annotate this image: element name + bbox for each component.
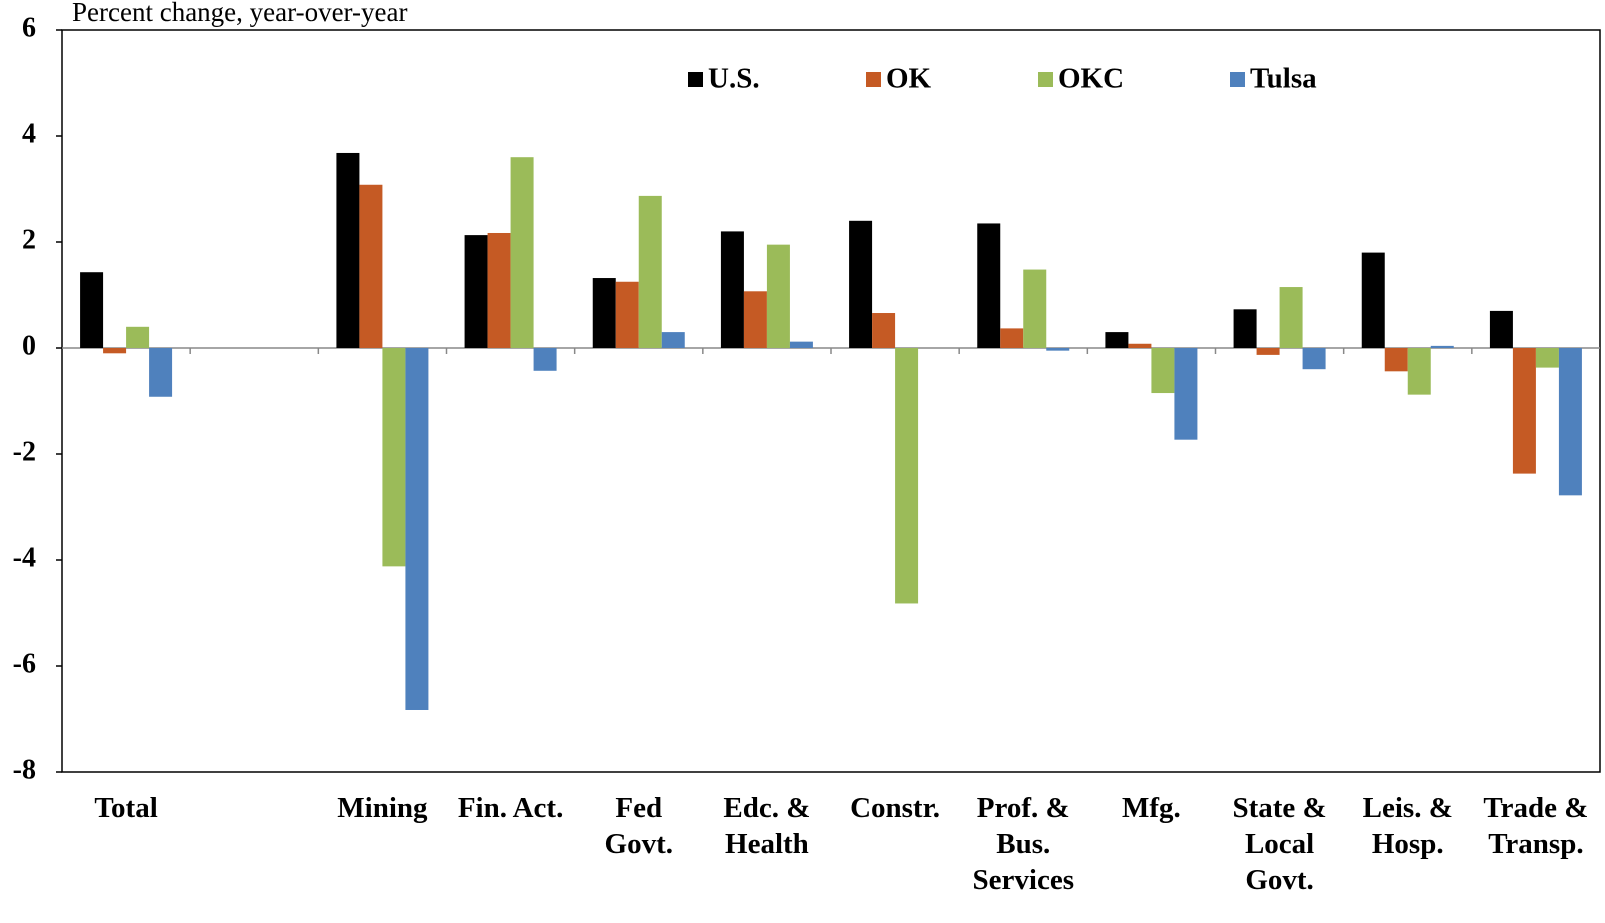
bar xyxy=(1256,348,1280,355)
y-tick-label: -2 xyxy=(13,436,36,467)
bar xyxy=(849,220,873,348)
legend-label: OK xyxy=(886,63,932,95)
bar xyxy=(1279,287,1303,348)
x-tick-label: Total xyxy=(94,792,158,824)
legend-label: Tulsa xyxy=(1250,63,1317,95)
bar xyxy=(1151,348,1175,394)
bar xyxy=(872,313,896,348)
bar xyxy=(1000,328,1024,348)
y-tick-label: 2 xyxy=(22,224,36,255)
bar xyxy=(977,223,1001,348)
y-tick-label: -6 xyxy=(13,648,36,679)
bar xyxy=(80,272,104,348)
y-tick-label: -8 xyxy=(13,754,36,785)
bar xyxy=(661,332,685,348)
plot-frame xyxy=(61,29,1601,773)
bar xyxy=(615,281,639,348)
bar xyxy=(766,244,790,348)
x-tick-label: State & Local Govt. xyxy=(1232,792,1327,896)
bar xyxy=(533,348,557,371)
bar xyxy=(359,184,383,348)
bar xyxy=(720,231,744,348)
y-tick-label: 4 xyxy=(22,118,36,149)
x-tick-label: Fin. Act. xyxy=(457,792,564,824)
bar xyxy=(1535,348,1559,368)
bar xyxy=(510,157,534,348)
legend-swatch xyxy=(688,72,703,87)
legend-swatch xyxy=(1230,72,1245,87)
bar xyxy=(405,348,429,710)
legend-label: U.S. xyxy=(708,63,760,95)
bar xyxy=(487,232,511,348)
bar xyxy=(743,291,767,348)
bar xyxy=(149,348,173,397)
y-axis-label: Percent change, year-over-year xyxy=(72,0,407,27)
y-tick-label: -4 xyxy=(13,542,36,573)
legend-swatch xyxy=(866,72,881,87)
bar xyxy=(592,278,616,348)
bar xyxy=(126,326,150,348)
bar xyxy=(464,235,488,348)
bar xyxy=(1489,310,1513,348)
bar xyxy=(1023,269,1047,348)
y-tick-label: 0 xyxy=(22,330,36,361)
legend-swatch xyxy=(1038,72,1053,87)
bar xyxy=(1384,348,1408,372)
bar xyxy=(638,195,662,348)
bar xyxy=(382,348,406,567)
bar xyxy=(789,341,813,348)
x-tick-label: Leis. & Hosp. xyxy=(1362,792,1453,860)
bar xyxy=(1128,343,1152,348)
x-tick-label: Constr. xyxy=(850,792,941,824)
bar xyxy=(1361,252,1385,348)
x-tick-label: Mining xyxy=(337,792,428,824)
bar xyxy=(1407,348,1431,395)
bar xyxy=(1233,309,1257,348)
x-tick-label: Prof. & Bus. Services xyxy=(972,792,1074,896)
y-tick-label: 6 xyxy=(22,12,36,43)
bar xyxy=(103,348,127,354)
bar xyxy=(1512,348,1536,474)
bar xyxy=(1105,332,1129,348)
bar xyxy=(336,152,360,348)
bar xyxy=(1046,348,1070,351)
bar xyxy=(1558,348,1582,496)
x-tick-label: Trade & Transp. xyxy=(1483,792,1589,860)
x-tick-label: Mfg. xyxy=(1122,792,1181,824)
bar xyxy=(1302,348,1326,370)
x-tick-label: Edc. & Health xyxy=(723,792,811,860)
legend-label: OKC xyxy=(1058,63,1124,95)
bar xyxy=(1430,345,1454,348)
bar xyxy=(1174,348,1198,440)
bar xyxy=(895,348,919,604)
x-tick-label: Fed Govt. xyxy=(604,792,673,860)
